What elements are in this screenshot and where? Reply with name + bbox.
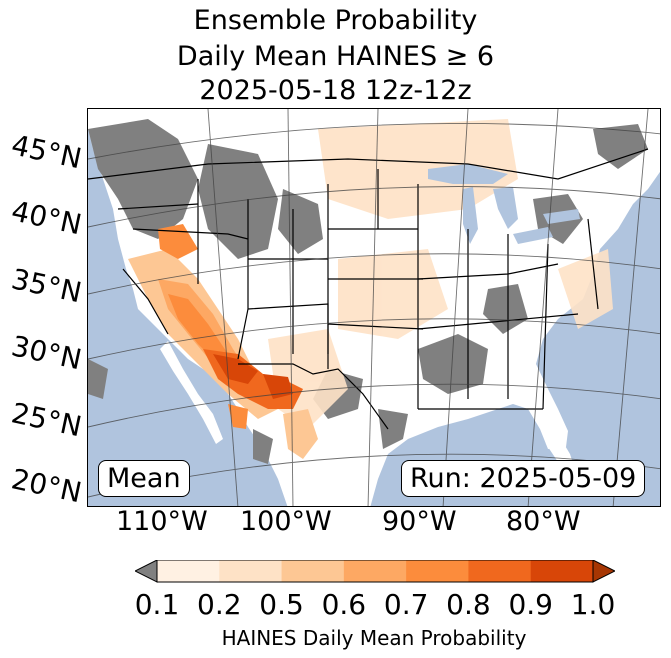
colorbar-segment [219, 560, 283, 582]
colorbar-tick-label: 0.9 [508, 588, 553, 621]
great-lakes [428, 164, 580, 244]
colorbar-tick-label: 0.1 [134, 588, 180, 621]
lat-label-35: 35°N [8, 262, 85, 310]
colorbar-under-arrow [135, 560, 158, 583]
boundary-lines [88, 148, 649, 430]
colorbar-frame [156, 560, 594, 583]
lon-label-110w: 110°W [116, 506, 208, 537]
lat-label-30: 30°N [8, 329, 85, 377]
run-date-box: Run: 2025-05-09 [401, 460, 646, 497]
colorbar-segment [406, 560, 469, 582]
colorbar-tick-label: 0.8 [446, 588, 491, 621]
lon-label-80w: 80°W [506, 506, 581, 537]
colorbar [135, 560, 615, 583]
colorbar-tick-label: 1.0 [570, 588, 616, 621]
colorbar-tick-label: 0.2 [197, 588, 242, 621]
title-line-1: Ensemble Probability [193, 5, 478, 36]
lat-label-40: 40°N [8, 194, 85, 242]
colorbar-segment [530, 560, 594, 582]
prob-shading-southwest [128, 224, 318, 459]
map-panel [87, 108, 661, 507]
title-line-3: 2025-05-18 12z-12z [199, 75, 472, 106]
colorbar-tick-label: 0.5 [259, 588, 304, 621]
colorbar-tick-label: 0.7 [383, 588, 429, 621]
lon-label-100w: 100°W [240, 506, 332, 537]
stat-box-mean: Mean [98, 460, 190, 497]
colorbar-segment [157, 560, 220, 582]
colorbar-segment [343, 560, 407, 582]
colorbar-label: HAINES Daily Mean Probability [221, 626, 527, 650]
colorbar-segment [468, 560, 532, 582]
baja-peninsula [160, 341, 223, 444]
lat-label-25: 25°N [8, 396, 85, 444]
map-canvas [88, 109, 660, 506]
title-line-2: Daily Mean HAINES ≥ 6 [176, 41, 495, 72]
colorbar-segment [281, 560, 345, 582]
lat-label-20: 20°N [8, 462, 85, 510]
colorbar-tick-label: 0.6 [321, 588, 367, 621]
lon-label-90w: 90°W [382, 506, 457, 537]
colorbar-over-arrow [592, 560, 615, 583]
lat-label-45: 45°N [8, 128, 85, 176]
prob-shading-light [268, 119, 613, 429]
